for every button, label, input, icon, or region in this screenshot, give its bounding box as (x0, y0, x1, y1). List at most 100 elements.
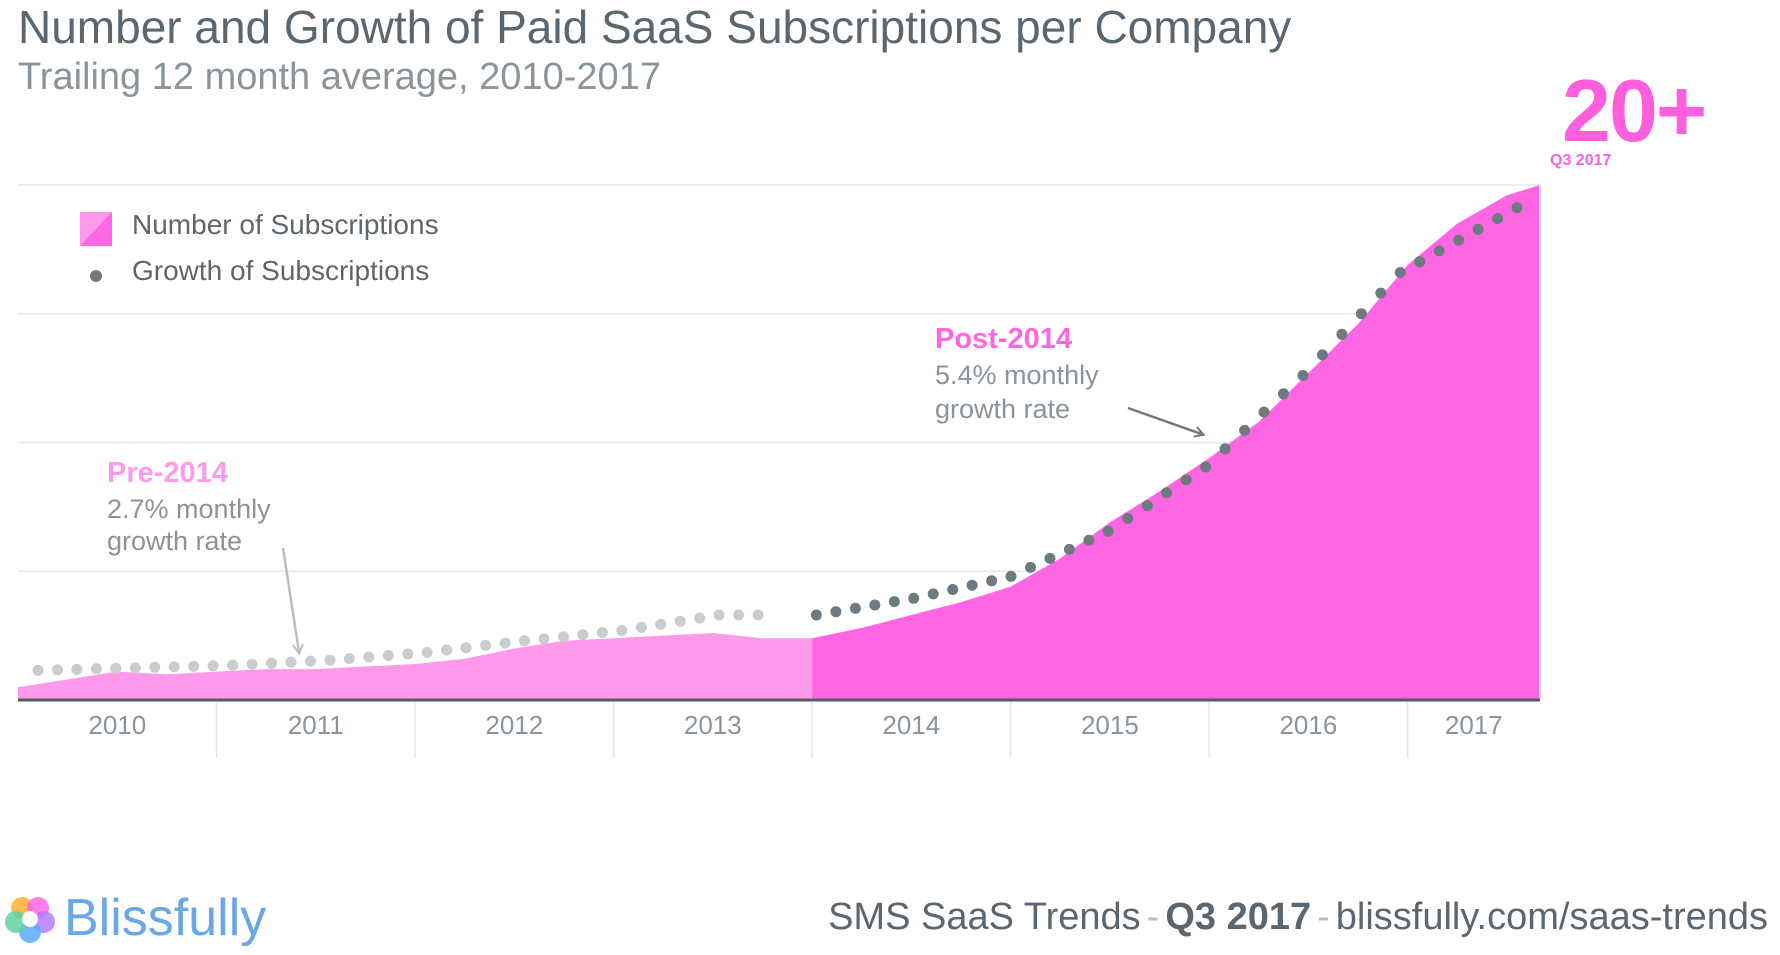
growth-dot (1102, 525, 1114, 537)
growth-dot (947, 584, 959, 595)
growth-dot (1180, 474, 1192, 486)
growth-dot (577, 629, 589, 641)
growth-dot (168, 661, 180, 673)
growth-dot (266, 657, 277, 669)
growth-dot (1141, 500, 1153, 512)
x-tick-label: 2014 (882, 710, 940, 740)
legend-swatch-area (80, 212, 112, 246)
growth-dot (1239, 424, 1251, 436)
growth-dot (227, 659, 239, 671)
footer-url[interactable]: blissfully.com/saas-trends (1335, 896, 1768, 938)
growth-dot (382, 650, 394, 661)
growth-dot (110, 662, 122, 674)
growth-dot (71, 663, 83, 675)
blissfully-logo-icon (5, 897, 55, 943)
growth-dot (674, 615, 686, 627)
growth-dot (1005, 570, 1017, 582)
growth-dot (1161, 487, 1173, 499)
growth-dot (1200, 461, 1212, 473)
growth-dot (1414, 256, 1426, 268)
growth-dot (305, 655, 316, 667)
growth-dot (1258, 406, 1270, 418)
growth-dot (90, 663, 102, 675)
growth-dot (129, 662, 141, 674)
growth-dot (655, 618, 667, 630)
growth-dot (1433, 245, 1445, 257)
growth-dot (519, 635, 530, 647)
growth-dot (830, 606, 842, 618)
growth-dot (1511, 202, 1523, 214)
x-tick-label: 2013 (684, 710, 742, 740)
growth-dot (694, 612, 706, 624)
chart-title: Number and Growth of Paid SaaS Subscript… (18, 1, 1292, 53)
growth-dot (1297, 370, 1309, 381)
chart-area: 2010 2011 2012 2013 2014 2015 2016 2017 Number o… (18, 184, 1541, 758)
growth-dot (32, 664, 44, 676)
chart-subtitle: Trailing 12 month average, 2010-2017 (18, 56, 661, 98)
report-name: SMS SaaS Trends (828, 896, 1141, 938)
x-tick-label: 2011 (288, 710, 344, 740)
growth-dot (421, 646, 433, 658)
legend-label: Number of Subscriptions (132, 209, 439, 240)
growth-dot (1044, 552, 1056, 564)
annotation-text: growth rate (107, 526, 242, 556)
legend-label: Growth of Subscriptions (132, 255, 429, 286)
brand[interactable]: Blissfully (0, 888, 300, 948)
growth-dot (869, 599, 881, 611)
annotation-title: Pre-2014 (107, 457, 228, 489)
annotation-arrow (281, 547, 299, 654)
growth-dot (188, 660, 200, 672)
x-tick-label: 2017 (1445, 710, 1503, 740)
annotation-text: 5.4% monthly (935, 360, 1099, 390)
growth-dot (460, 642, 472, 654)
growth-dot (888, 596, 900, 608)
growth-dot (927, 588, 939, 600)
growth-dot (752, 609, 764, 621)
highlight-value: 20+ (1562, 61, 1707, 160)
annotation-arrow (1127, 406, 1204, 435)
growth-dot (207, 660, 219, 672)
x-tick-label: 2010 (88, 710, 146, 740)
growth-dot (1278, 388, 1289, 400)
growth-dot (1063, 543, 1075, 555)
brand-name: Blissfully (64, 889, 267, 947)
growth-dot (1025, 561, 1036, 573)
growth-dot (1083, 534, 1095, 546)
annotation-post-2014: Post-2014 5.4% monthly growth rate (935, 323, 1204, 435)
separator: - (1317, 896, 1330, 938)
separator: - (1146, 896, 1160, 938)
growth-dot (713, 609, 725, 621)
growth-dot (1336, 328, 1348, 340)
report-quarter: Q3 2017 (1165, 896, 1312, 938)
legend-swatch-dot (90, 270, 102, 282)
growth-dot (1122, 513, 1134, 524)
annotation-title: Post-2014 (935, 323, 1072, 355)
growth-dot (402, 648, 414, 660)
growth-dot (908, 592, 920, 604)
growth-dot (1316, 349, 1328, 361)
growth-dot (285, 656, 297, 668)
growth-dot (499, 637, 511, 649)
growth-dot (1394, 267, 1406, 278)
growth-dot (966, 579, 978, 591)
growth-dot (538, 633, 550, 645)
legend: Number of Subscriptions Growth of Subscri… (80, 209, 439, 286)
growth-dot (986, 575, 998, 587)
growth-dot (343, 653, 355, 664)
growth-dot (733, 609, 745, 621)
growth-dot (557, 631, 569, 643)
growth-dot (635, 621, 647, 633)
growth-dot (1492, 213, 1504, 224)
x-tick-label: 2012 (485, 710, 543, 740)
footer-credits: SMS SaaS Trends - Q3 2017- blissfully.com/s… (828, 896, 1768, 939)
annotation-text: 2.7% monthly (107, 494, 271, 524)
highlight-label: Q3 2017 (1550, 152, 1612, 169)
area-post-2014 (812, 185, 1540, 700)
growth-dot (246, 658, 258, 670)
x-tick-label: 2015 (1081, 710, 1139, 740)
growth-dot (52, 664, 63, 676)
growth-dot (1453, 234, 1465, 246)
growth-dot (441, 644, 453, 656)
growth-dot (616, 625, 628, 636)
